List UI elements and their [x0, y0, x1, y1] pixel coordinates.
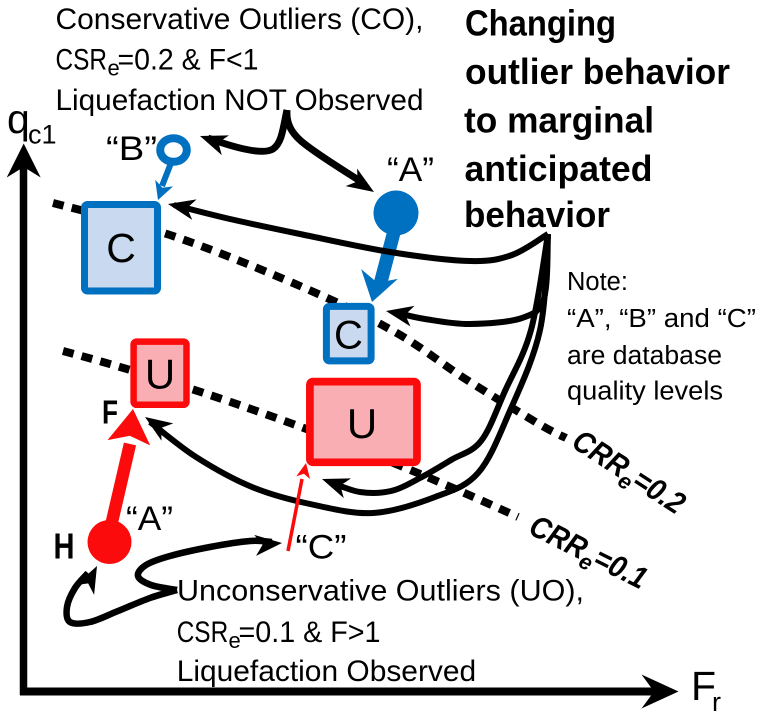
svg-text:“A”, “B” and “C”: “A”, “B” and “C”	[567, 305, 756, 333]
svg-text:c1: c1	[28, 120, 57, 150]
svg-text:Liquefaction NOT Observed: Liquefaction NOT Observed	[56, 84, 424, 117]
svg-text:“A”: “A”	[387, 151, 434, 189]
svg-text:F: F	[102, 395, 118, 432]
svg-text:to marginal: to marginal	[464, 100, 654, 141]
svg-text:anticipated: anticipated	[465, 148, 653, 189]
svg-text:outlier behavior: outlier behavior	[465, 51, 730, 92]
svg-text:C: C	[106, 225, 136, 271]
svg-text:Note:: Note:	[567, 268, 628, 296]
svg-text:Unconservative Outliers (UO),: Unconservative Outliers (UO),	[177, 575, 584, 608]
svg-text:C: C	[334, 313, 363, 357]
svg-text:Conservative Outliers (CO),: Conservative Outliers (CO),	[56, 3, 424, 36]
svg-text:F: F	[691, 663, 716, 709]
svg-text:e: e	[229, 628, 241, 653]
svg-text:Liquefaction Observed: Liquefaction Observed	[177, 655, 477, 688]
svg-text:behavior: behavior	[464, 194, 610, 235]
svg-text:are database: are database	[567, 342, 722, 370]
svg-text:CSR: CSR	[56, 44, 108, 77]
svg-text:U: U	[347, 400, 377, 447]
svg-text:r: r	[712, 687, 721, 717]
svg-text:Changing: Changing	[465, 3, 616, 44]
svg-text:=0.1 & F>1: =0.1 & F>1	[239, 616, 381, 649]
svg-text:“B”: “B”	[106, 130, 157, 168]
svg-text:quality levels: quality levels	[567, 378, 723, 406]
svg-text:H: H	[54, 526, 75, 567]
svg-text:“A”: “A”	[126, 500, 173, 538]
svg-text:q: q	[7, 96, 30, 142]
svg-text:“C”: “C”	[296, 529, 347, 567]
svg-text:CSR: CSR	[177, 616, 229, 649]
svg-text:=0.2 & F<1: =0.2 & F<1	[118, 44, 259, 77]
svg-text:U: U	[145, 351, 175, 398]
svg-text:e: e	[108, 56, 120, 81]
